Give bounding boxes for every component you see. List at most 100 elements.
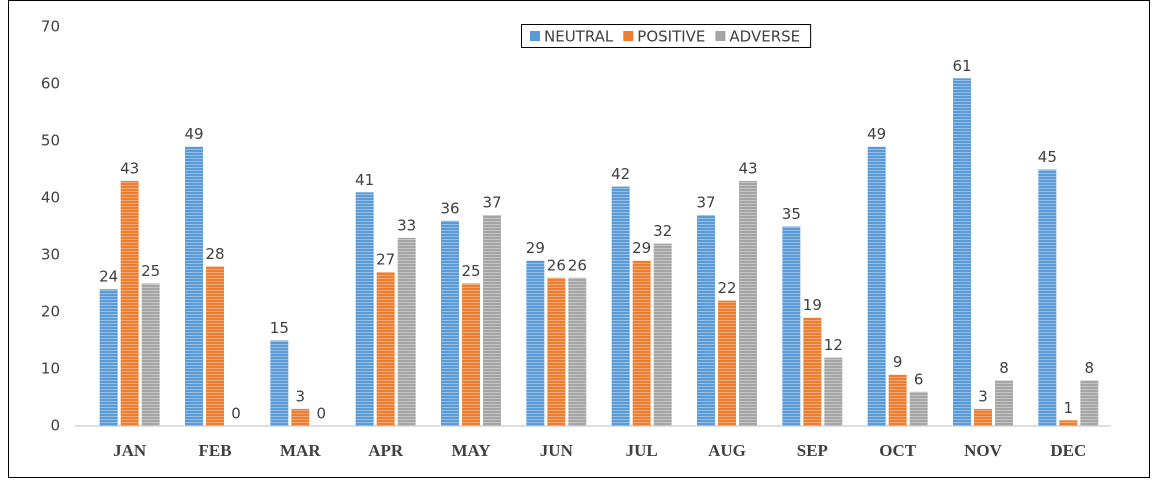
x-tick-label: NOV xyxy=(964,441,1003,460)
x-tick-label: MAR xyxy=(280,441,321,460)
y-tick-label: 40 xyxy=(41,189,60,207)
bar xyxy=(462,283,480,426)
x-tick-label: APR xyxy=(368,441,404,460)
data-label: 8 xyxy=(1085,359,1095,377)
legend-swatch xyxy=(530,31,540,41)
data-label: 29 xyxy=(632,239,651,257)
data-label: 3 xyxy=(978,387,988,405)
bar xyxy=(632,260,651,426)
x-tick-label: JAN xyxy=(113,441,147,460)
chart-frame xyxy=(8,0,1150,478)
bar xyxy=(718,300,736,426)
bar xyxy=(888,374,907,426)
y-tick-label: 20 xyxy=(41,303,60,321)
bar xyxy=(270,340,289,426)
x-tick-label: JUL xyxy=(626,441,658,460)
legend-label: NEUTRAL xyxy=(544,28,614,46)
data-label: 49 xyxy=(184,125,203,143)
data-label: 0 xyxy=(231,405,241,423)
data-label: 61 xyxy=(952,57,971,75)
bar xyxy=(1038,169,1057,426)
bar xyxy=(995,380,1013,426)
bar xyxy=(953,78,971,427)
x-tick-label: OCT xyxy=(879,441,917,460)
data-label: 49 xyxy=(867,125,886,143)
bar xyxy=(141,283,160,426)
x-tick-label: SEP xyxy=(797,441,828,460)
data-label: 15 xyxy=(270,319,289,337)
data-label: 24 xyxy=(99,268,118,286)
data-label: 6 xyxy=(914,370,924,388)
bar xyxy=(824,357,843,426)
data-label: 37 xyxy=(696,194,715,212)
bar xyxy=(739,180,757,426)
bar xyxy=(867,146,886,426)
y-tick-label: 0 xyxy=(50,417,60,435)
data-label: 9 xyxy=(893,353,903,371)
bar xyxy=(99,289,118,426)
x-tick-label: DEC xyxy=(1050,441,1086,460)
data-label: 36 xyxy=(440,199,459,217)
bar xyxy=(547,277,566,426)
bar xyxy=(441,220,459,426)
bar xyxy=(291,408,310,426)
x-tick-label: AUG xyxy=(708,441,746,460)
data-label: 8 xyxy=(999,359,1009,377)
data-label: 43 xyxy=(120,159,139,177)
data-label: 42 xyxy=(611,165,630,183)
data-label: 0 xyxy=(317,405,327,423)
data-label: 1 xyxy=(1064,399,1074,417)
bar xyxy=(483,215,501,426)
data-label: 33 xyxy=(397,216,416,234)
bar xyxy=(185,146,203,426)
legend-swatch xyxy=(715,31,726,41)
bar xyxy=(376,272,395,426)
bar xyxy=(803,317,822,426)
data-label: 19 xyxy=(803,296,822,314)
bar xyxy=(697,215,715,426)
data-label: 45 xyxy=(1038,148,1057,166)
data-label: 25 xyxy=(461,262,480,280)
y-tick-label: 70 xyxy=(41,18,60,36)
data-label: 27 xyxy=(376,251,395,269)
data-label: 26 xyxy=(568,256,587,274)
x-tick-label: MAY xyxy=(451,441,490,460)
y-tick-label: 10 xyxy=(41,360,60,378)
bar xyxy=(782,226,801,426)
data-label: 25 xyxy=(141,262,160,280)
legend: NEUTRAL POSITIVE ADVERSE xyxy=(521,24,812,48)
y-tick-label: 60 xyxy=(41,75,60,93)
bar xyxy=(526,260,545,426)
data-label: 12 xyxy=(824,336,843,354)
data-label: 43 xyxy=(738,159,757,177)
data-label: 3 xyxy=(296,387,306,405)
data-label: 22 xyxy=(717,279,736,297)
data-label: 29 xyxy=(526,239,545,257)
bar xyxy=(355,192,374,426)
legend-swatch xyxy=(623,31,634,41)
bar xyxy=(653,243,672,426)
bar xyxy=(974,408,992,426)
bar xyxy=(1080,380,1099,426)
y-tick-label: 30 xyxy=(41,246,60,264)
bar xyxy=(120,180,139,426)
x-tick-label: FEB xyxy=(198,441,231,460)
bar xyxy=(397,237,416,426)
bar xyxy=(206,266,224,426)
legend-box xyxy=(521,24,812,48)
data-label: 28 xyxy=(205,245,224,263)
data-label: 41 xyxy=(355,171,374,189)
bar xyxy=(611,186,630,426)
data-label: 26 xyxy=(547,256,566,274)
legend-label: ADVERSE xyxy=(729,28,800,46)
bar xyxy=(909,391,928,426)
legend-label: POSITIVE xyxy=(637,28,705,46)
x-tick-label: JUN xyxy=(540,441,574,460)
data-label: 35 xyxy=(782,205,801,223)
y-tick-label: 50 xyxy=(41,132,60,150)
data-label: 32 xyxy=(653,222,672,240)
data-label: 37 xyxy=(482,194,501,212)
bar xyxy=(1059,420,1078,426)
bar xyxy=(568,277,587,426)
